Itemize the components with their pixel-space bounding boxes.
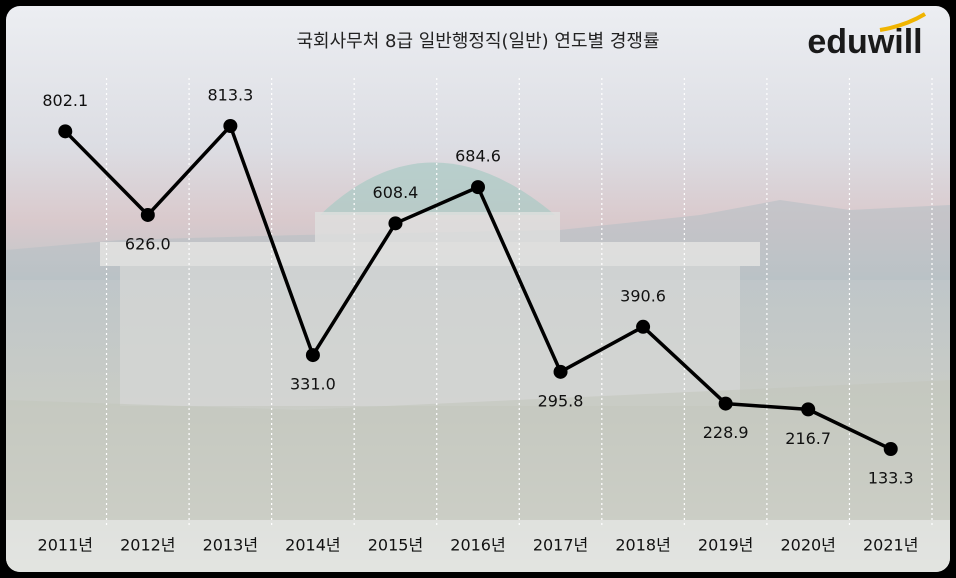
x-tick-label: 2014년: [285, 536, 340, 555]
x-tick-label: 2017년: [533, 536, 588, 555]
point: [471, 180, 485, 195]
x-tick-label: 2015년: [368, 536, 423, 555]
x-tick-label: 2018년: [615, 536, 670, 555]
x-tick-label: 2013년: [203, 536, 258, 555]
data-label: 133.3: [868, 469, 914, 488]
point: [140, 207, 155, 222]
data-label: 813.3: [207, 86, 253, 105]
x-tick-label: 2016년: [450, 536, 505, 555]
point: [388, 216, 403, 231]
point: [801, 402, 816, 417]
background: [6, 6, 950, 572]
x-tick-label: 2020년: [780, 536, 835, 555]
logo: eduwill: [807, 23, 922, 61]
point: [636, 319, 651, 334]
data-label: 295.8: [538, 391, 584, 410]
x-tick-label: 2019년: [698, 536, 753, 555]
logo-swoosh: [879, 12, 927, 32]
point: [883, 442, 898, 456]
data-label: 331.0: [290, 375, 336, 394]
x-tick-label: 2012년: [120, 536, 175, 555]
data-label: 216.7: [785, 429, 831, 448]
point: [58, 124, 73, 139]
point: [718, 396, 733, 411]
x-tick-label: 2021년: [863, 536, 918, 555]
data-label: 626.0: [125, 234, 171, 253]
data-label: 802.1: [42, 91, 88, 110]
data-label: 608.4: [373, 183, 419, 202]
point: [553, 364, 568, 379]
data-label: 228.9: [703, 423, 749, 442]
point: [223, 119, 238, 133]
data-label: 684.6: [455, 147, 501, 166]
x-tick-label: 2011년: [38, 536, 93, 555]
chart-title: 국회사무처 8급 일반행정직(일반) 연도별 경쟁률: [296, 31, 659, 52]
data-label: 390.6: [620, 286, 666, 305]
point: [305, 348, 320, 363]
